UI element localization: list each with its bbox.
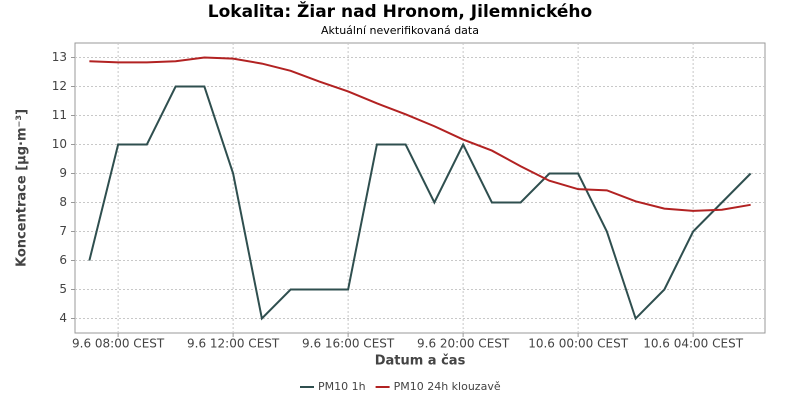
y-tick-label: 7 <box>59 224 67 238</box>
y-tick-label: 10 <box>52 137 67 151</box>
x-tick-label: 9.6 20:00 CEST <box>417 337 510 351</box>
chart-subtitle: Aktuální neverifikovaná data <box>321 24 479 37</box>
y-tick-label: 6 <box>59 253 67 267</box>
y-axis-label: Koncentrace [µg·m⁻³] <box>15 109 30 267</box>
y-tick-label: 4 <box>59 311 67 325</box>
x-tick-label: 9.6 16:00 CEST <box>302 337 395 351</box>
x-tick-label: 10.6 00:00 CEST <box>528 337 629 351</box>
y-tick-label: 5 <box>59 282 67 296</box>
legend-label: PM10 1h <box>318 380 366 393</box>
y-tick-label: 9 <box>59 166 67 180</box>
y-tick-label: 8 <box>59 195 67 209</box>
chart-title: Lokalita: Žiar nad Hronom, Jilemnického <box>208 0 592 22</box>
line-series <box>88 85 752 321</box>
x-tick-label: 9.6 12:00 CEST <box>187 337 280 351</box>
legend-label: PM10 24h klouzavě <box>394 380 501 393</box>
x-tick-label: 9.6 08:00 CEST <box>72 337 165 351</box>
y-tick-label: 13 <box>52 50 67 64</box>
y-tick-label: 12 <box>52 79 67 93</box>
line-series <box>89 56 751 212</box>
y-tick-label: 11 <box>52 108 67 122</box>
plot-area <box>74 42 766 334</box>
x-tick-label: 10.6 04:00 CEST <box>643 337 744 351</box>
x-axis-label: Datum a čas <box>375 354 466 369</box>
